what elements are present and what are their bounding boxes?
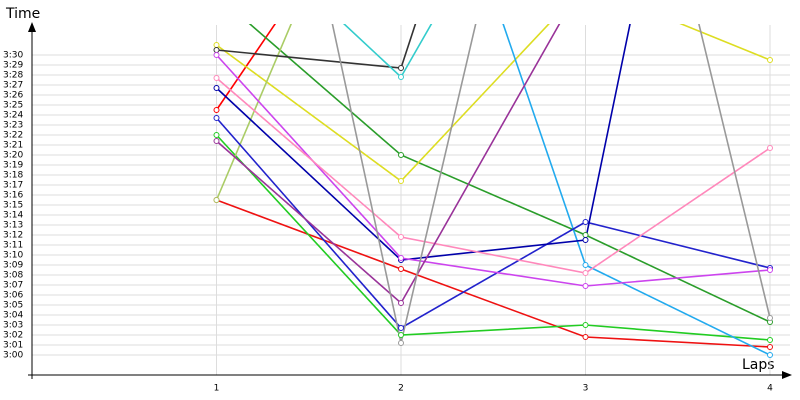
point-marker: [213, 85, 220, 91]
y-tick-label: 3:16: [3, 191, 23, 201]
y-tick-label: 3:08: [3, 271, 23, 281]
y-tick-label: 3:26: [3, 91, 23, 101]
point-marker: [582, 219, 589, 225]
grid: [32, 25, 790, 375]
point-marker: [582, 237, 589, 243]
point-marker: [398, 340, 404, 346]
point-marker: [582, 322, 589, 328]
point-marker: [767, 315, 773, 321]
y-axis-arrow: [28, 22, 36, 32]
y-tick-label: 3:09: [3, 261, 23, 271]
y-tick-label: 3:20: [3, 151, 23, 161]
y-tick-label: 3:01: [3, 341, 23, 351]
point-marker: [582, 270, 589, 276]
y-tick-label: 3:06: [3, 291, 23, 301]
point-marker: [582, 262, 589, 268]
y-tick-label: 3:05: [3, 301, 23, 311]
point-marker: [398, 74, 404, 80]
point-marker: [213, 115, 220, 121]
x-tick-label: 4: [767, 384, 773, 394]
point-marker: [767, 344, 773, 350]
y-tick-label: 3:29: [3, 61, 23, 71]
y-tick-label: 3:28: [3, 71, 23, 81]
y-tick-label: 3:10: [3, 251, 23, 261]
y-axis-label: Time: [5, 6, 40, 22]
series-line: [215, 134, 771, 341]
series-line: [215, 24, 631, 261]
point-marker: [398, 332, 404, 338]
y-tick-label: 3:27: [3, 81, 23, 91]
point-marker: [213, 107, 220, 113]
y-tick-label: 3:07: [3, 281, 23, 291]
y-tick-label: 3:25: [3, 101, 23, 111]
series-line: [215, 54, 771, 287]
y-tick-label: 3:21: [3, 141, 23, 151]
point-marker: [398, 255, 404, 261]
y-tick-label: 3:11: [3, 241, 23, 251]
y-tick-label: 3:18: [3, 171, 23, 181]
y-tick-label: 3:12: [3, 231, 23, 241]
y-tick-label: 3:19: [3, 161, 23, 171]
plot-area: [213, 24, 773, 358]
series-line: [216, 24, 771, 183]
point-marker: [767, 352, 773, 358]
y-tick-label: 3:22: [3, 131, 23, 141]
point-marker: [213, 42, 220, 48]
point-marker: [767, 337, 773, 343]
series-line: [215, 24, 293, 201]
y-tick-label: 3:04: [3, 311, 23, 321]
x-axis-arrow: [782, 371, 792, 379]
point-marker: [767, 267, 773, 273]
point-marker: [398, 325, 404, 331]
point-marker: [582, 334, 589, 340]
point-marker: [398, 152, 404, 158]
y-tick-label: 3:00: [3, 351, 23, 361]
point-marker: [582, 283, 589, 289]
point-marker: [398, 65, 404, 71]
point-marker: [582, 232, 589, 238]
series-line: [331, 24, 771, 344]
point-marker: [213, 197, 220, 203]
point-marker: [398, 266, 404, 272]
y-tick-label: 3:02: [3, 331, 23, 341]
y-tick-label: 3:24: [3, 111, 23, 121]
x-tick-label: 1: [214, 384, 220, 394]
point-marker: [213, 52, 220, 58]
y-tick-label: 3:17: [3, 181, 23, 191]
x-tick-label: 3: [583, 384, 589, 394]
series-line: [248, 24, 771, 323]
series-line: [215, 77, 771, 274]
y-tick-label: 3:03: [3, 321, 23, 331]
point-marker: [398, 178, 404, 184]
y-tick-label: 3:30: [3, 51, 23, 61]
y-tick-label: 3:23: [3, 121, 23, 131]
point-marker: [398, 300, 404, 306]
point-marker: [213, 132, 220, 138]
point-marker: [767, 145, 773, 151]
point-marker: [213, 47, 220, 53]
x-tick-label: 2: [398, 384, 404, 394]
x-axis-label: Laps: [742, 357, 775, 373]
y-tick-label: 3:15: [3, 201, 23, 211]
point-marker: [398, 234, 404, 240]
series-line: [215, 24, 277, 111]
point-marker: [767, 57, 773, 63]
y-tick-label: 3:13: [3, 221, 23, 231]
point-marker: [213, 75, 220, 81]
point-marker: [213, 138, 220, 144]
y-tick-label: 3:14: [3, 211, 23, 221]
